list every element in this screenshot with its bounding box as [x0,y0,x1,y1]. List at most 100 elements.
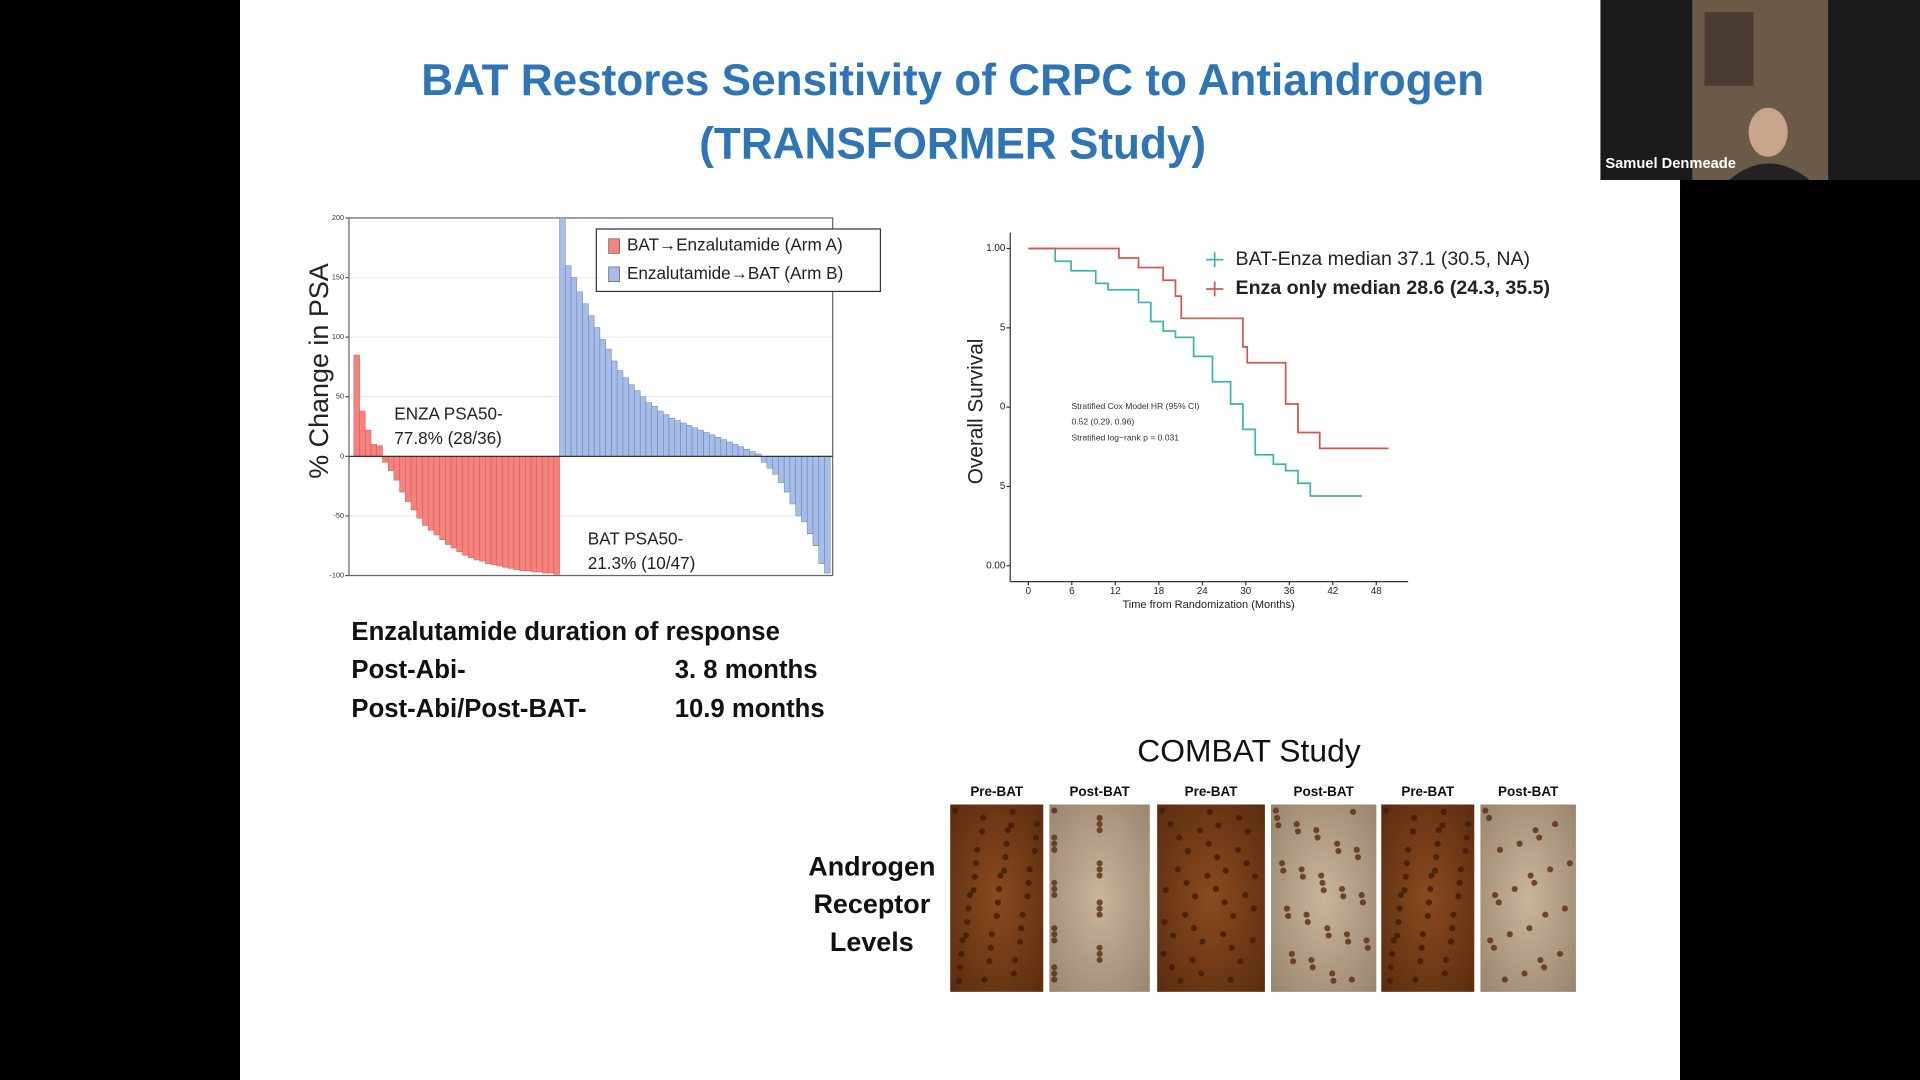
panel-label: Pre-BAT [1401,784,1455,799]
ihc-nucleus [1354,854,1362,861]
ihc-nucleus [1325,932,1332,939]
ihc-nucleus [1002,854,1009,861]
ihc-nucleus [1192,893,1199,900]
bar [726,441,733,457]
bar [456,456,463,552]
ihc-nucleus [974,846,981,853]
ihc-nucleus [994,899,1002,906]
bar [507,456,515,569]
ihc-nucleus [1096,899,1103,906]
ihc-nucleus [1096,814,1103,822]
ihc-nucleus [1051,976,1058,983]
bar [439,456,446,541]
survival-curve [1028,247,1389,450]
ihc-nucleus [1425,899,1433,906]
ihc-nucleus [1221,899,1228,906]
ihc-nucleus [966,892,973,899]
ihc-nucleus [1278,860,1286,867]
ihc-nucleus [1396,905,1403,912]
ihc-nucleus [1051,931,1058,938]
ihc-nucleus [1034,821,1041,828]
bar [703,432,710,457]
bar [680,422,687,457]
plot-frame [348,217,834,577]
bar [359,410,366,457]
ihc-nucleus [1330,977,1337,984]
ihc-nucleus [965,905,972,912]
ihc-nucleus [1206,808,1213,815]
ihc-nucleus [980,814,987,822]
x-tick-label: 36 [1284,586,1295,597]
ihc-nucleus [1096,956,1103,964]
ihc-nucleus [1329,970,1336,977]
ihc-nucleus [1364,944,1371,951]
bar [657,410,664,457]
ihc-nucleus [1343,931,1351,938]
webcam-face [1748,107,1788,157]
ihc-nucleus [1019,911,1026,918]
bar [737,446,745,457]
bar [662,414,670,457]
ihc-nucleus [1411,814,1418,822]
ihc-nucleus [1435,827,1442,834]
bar [427,456,435,531]
bar [565,265,572,457]
y-tick-label: 5 [1000,481,1006,492]
bar [824,456,831,574]
y-tick-label: -100 [329,570,344,579]
ihc-nucleus [1096,950,1103,957]
ihc-nucleus [1016,938,1024,945]
ihc-nucleus [1350,808,1357,815]
ihc-nucleus [1174,866,1182,873]
row-label: Androgen [808,851,935,881]
ihc-nucleus [1051,846,1058,853]
ihc-nucleus [1024,893,1031,900]
ihc-nucleus [1462,847,1469,855]
ihc-nucleus [1199,938,1206,945]
x-tick-label: 0 [1026,586,1032,597]
ihc-nucleus [1032,834,1039,841]
bar [490,456,497,566]
ihc-nucleus [1010,970,1017,977]
ihc-nucleus [1490,944,1497,951]
ihc-nucleus [1288,950,1295,957]
ihc-nucleus [1096,860,1103,867]
ihc-nucleus [1012,956,1019,964]
ihc-nucleus [1096,866,1103,873]
ihc-nucleus [1009,808,1016,815]
ihc-nucleus [1432,867,1439,874]
ihc-nucleus [1275,822,1282,829]
ihc-nucleus [1001,867,1008,874]
ihc-nucleus [1227,976,1234,983]
ihc-nucleus [1403,860,1411,867]
legend-box [595,228,882,293]
bar [582,303,589,457]
ihc-nucleus [1242,892,1249,899]
ihc-nucleus [1096,827,1103,834]
bar [645,402,652,457]
y-tick-label: 50 [336,392,344,401]
bar [365,429,372,457]
ihc-nucleus [1234,846,1242,853]
participant-name: Samuel Denmeade [1605,156,1736,172]
annotation: Stratified Cox Model HR (95% CI) [1071,401,1199,411]
ihc-nucleus [1456,879,1463,886]
ihc-nucleus [1463,834,1471,841]
ihc-nucleus [987,944,994,951]
ihc-nucleus [1536,834,1543,841]
ihc-nucleus [1243,860,1250,867]
ihc-nucleus [1485,814,1493,822]
bar [611,360,618,457]
ihc-nucleus [981,976,988,983]
annotation: 21.3% (10/47) [588,553,696,573]
ihc-nucleus [1552,821,1559,828]
ihc-nucleus [1487,937,1494,944]
bar [479,456,486,562]
bar [502,456,509,568]
ihc-nucleus [1449,925,1456,932]
x-tick-label: 30 [1240,586,1251,597]
bar [376,445,383,457]
ihc-nucleus [1051,879,1058,886]
ihc-nucleus [986,958,993,965]
bar [519,456,526,571]
